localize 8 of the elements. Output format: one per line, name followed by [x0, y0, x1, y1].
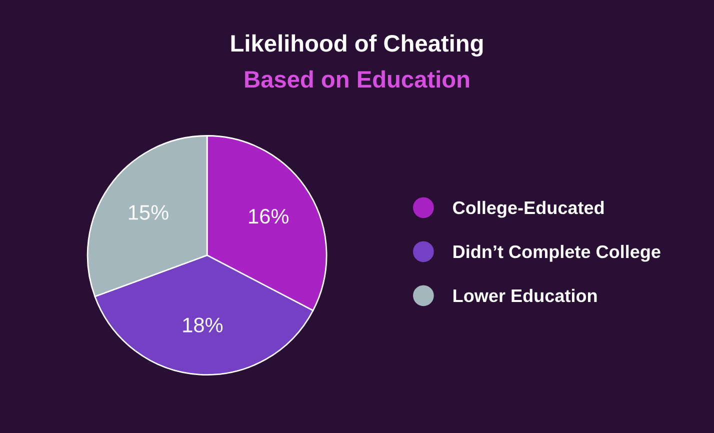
chart-subtitle: Based on Education: [245, 70, 470, 88]
data-label: 18%: [183, 318, 223, 332]
legend-label: Lower Education: [454, 288, 597, 302]
chart-title: Likelihood of Cheating: [231, 34, 483, 57]
legend-label: Didn’t Complete College: [454, 244, 660, 262]
data-label: 15%: [128, 205, 168, 220]
data-label: 16%: [249, 208, 288, 224]
legend-label: College-Educated: [453, 200, 604, 218]
